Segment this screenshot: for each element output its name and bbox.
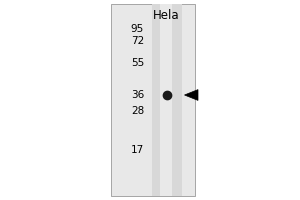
Bar [152,4,182,196]
Text: 55: 55 [131,58,144,68]
Text: 28: 28 [131,106,144,116]
Text: 36: 36 [131,90,144,100]
Bar [160,4,172,196]
Text: 95: 95 [131,24,144,34]
Polygon shape [184,90,198,100]
Text: 72: 72 [131,36,144,46]
Text: 17: 17 [131,145,144,155]
Text: Hela: Hela [153,9,180,22]
Bar [111,4,195,196]
